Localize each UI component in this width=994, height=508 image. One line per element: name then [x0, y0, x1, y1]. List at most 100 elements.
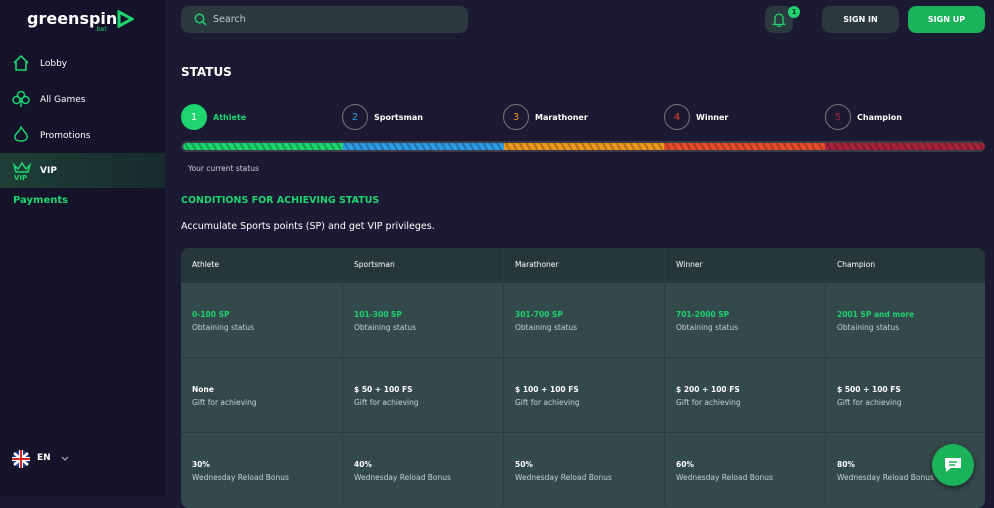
- table-cell: $ 200 + 100 FS Gift for achieving: [664, 357, 825, 432]
- cell-note: Gift for achieving: [515, 398, 580, 407]
- table-cell: 2001 SP and more Obtaining status: [825, 282, 985, 357]
- cell-note: Gift for achieving: [192, 398, 257, 407]
- cell-value: 50%: [515, 460, 533, 469]
- status-step: 1 Athlete: [181, 104, 246, 130]
- nav-payments[interactable]: Payments: [13, 195, 69, 206]
- nav-label: All Games: [40, 94, 86, 105]
- nav-label: Lobby: [40, 58, 68, 69]
- table-cell: $ 500 + 100 FS Gift for achieving: [825, 357, 985, 432]
- cell-note: Wednesday Reload Bonus: [676, 473, 773, 482]
- search-placeholder: Search: [213, 14, 246, 25]
- nav-vip[interactable]: VIP VIP: [0, 153, 165, 188]
- cell-value: 0-100 SP: [192, 310, 230, 319]
- cell-note: Wednesday Reload Bonus: [192, 473, 289, 482]
- nav-lobby[interactable]: Lobby: [0, 46, 165, 81]
- nav-all-games[interactable]: All Games: [0, 82, 165, 117]
- table-cell: $ 100 + 100 FS Gift for achieving: [503, 357, 664, 432]
- conditions-title: CONDITIONS FOR ACHIEVING STATUS: [181, 195, 380, 206]
- status-step: 4 Winner: [664, 104, 728, 130]
- sidebar: greenspin .bet Lobby All Games Promotion…: [0, 0, 165, 496]
- table-header-cell: Marathoner: [503, 248, 664, 282]
- cell-value: 40%: [354, 460, 372, 469]
- cell-value: $ 500 + 100 FS: [837, 385, 901, 394]
- status-step: 3 Marathoner: [503, 104, 588, 130]
- table-cell: 301-700 SP Obtaining status: [503, 282, 664, 357]
- chat-button[interactable]: [932, 444, 974, 486]
- logo-icon: [117, 10, 134, 28]
- flag-icon: [12, 450, 30, 468]
- conditions-text: Accumulate Sports points (SP) and get VI…: [181, 221, 435, 232]
- language[interactable]: EN: [37, 453, 51, 463]
- cell-note: Obtaining status: [837, 323, 900, 332]
- cell-value: 701-2000 SP: [676, 310, 730, 319]
- cell-note: Wednesday Reload Bonus: [354, 473, 451, 482]
- cell-value: 30%: [192, 460, 210, 469]
- cell-note: Obtaining status: [354, 323, 417, 332]
- search-box[interactable]: Search: [181, 6, 468, 33]
- nav-label: VIP: [40, 165, 57, 176]
- chevron: [61, 456, 69, 461]
- cell-value: $ 200 + 100 FS: [676, 385, 740, 394]
- logo-suffix: .bet: [95, 26, 107, 33]
- step-name: Sportsman: [374, 112, 423, 122]
- current-status-label: Your current status: [188, 164, 259, 173]
- cell-value: 2001 SP and more: [837, 310, 915, 319]
- progress-segment: [183, 143, 344, 150]
- cell-note: Wednesday Reload Bonus: [515, 473, 612, 482]
- step-name: Winner: [696, 112, 729, 122]
- step-number: 2: [342, 104, 368, 130]
- svg-text:VIP: VIP: [14, 174, 27, 181]
- table-cell: 101-300 SP Obtaining status: [342, 282, 503, 357]
- step-number: 5: [825, 104, 851, 130]
- table-cell: 80% Wednesday Reload Bonus: [825, 432, 985, 507]
- table-cell: 30% Wednesday Reload Bonus: [181, 432, 342, 507]
- step-number: 1: [181, 104, 207, 130]
- cell-note: Gift for achieving: [676, 398, 741, 407]
- progress-segment: [824, 143, 985, 150]
- cell-value: 301-700 SP: [515, 310, 563, 319]
- sign-in-button[interactable]: SIGN IN: [822, 6, 899, 33]
- step-name: Athlete: [213, 112, 247, 122]
- table-header-cell: Athlete: [181, 248, 342, 282]
- table-cell: $ 50 + 100 FS Gift for achieving: [342, 357, 503, 432]
- cell-value: 101-300 SP: [354, 310, 402, 319]
- cell-value: 80%: [837, 460, 855, 469]
- logo[interactable]: greenspin: [27, 9, 118, 28]
- status-title: STATUS: [181, 65, 232, 79]
- step-number: 4: [664, 104, 690, 130]
- table-header-cell: Champion: [825, 248, 985, 282]
- table-cell: 701-2000 SP Obtaining status: [664, 282, 825, 357]
- sign-up-button[interactable]: SIGN UP: [908, 6, 985, 33]
- search-icon: [194, 13, 207, 26]
- table-cell: 40% Wednesday Reload Bonus: [342, 432, 503, 507]
- notification-badge: 1: [788, 6, 800, 18]
- cell-note: Gift for achieving: [354, 398, 419, 407]
- step-name: Champion: [857, 112, 902, 122]
- step-number: 3: [503, 104, 529, 130]
- cell-value: $ 100 + 100 FS: [515, 385, 579, 394]
- cell-value: 60%: [676, 460, 694, 469]
- nav-promotions[interactable]: Promotions: [0, 118, 165, 153]
- conditions-table: Athlete Sportsman Marathoner Winner Champion…: [181, 248, 985, 508]
- cell-note: Wednesday Reload Bonus: [837, 473, 934, 482]
- table-cell: 60% Wednesday Reload Bonus: [664, 432, 825, 507]
- cell-note: Obtaining status: [192, 323, 255, 332]
- progress-segment: [343, 143, 504, 150]
- cell-note: Obtaining status: [676, 323, 739, 332]
- table-header-cell: Sportsman: [342, 248, 503, 282]
- cell-note: Gift for achieving: [837, 398, 902, 407]
- progress-segment: [664, 143, 825, 150]
- cell-value: None: [192, 385, 214, 394]
- cell-note: Obtaining status: [515, 323, 578, 332]
- status-step: 5 Champion: [825, 104, 902, 130]
- table-cell: None Gift for achieving: [181, 357, 342, 432]
- table-header-cell: Winner: [664, 248, 825, 282]
- chat-icon: [945, 458, 961, 472]
- status-step: 2 Sportsman: [342, 104, 423, 130]
- table-cell: 50% Wednesday Reload Bonus: [503, 432, 664, 507]
- nav-label: Promotions: [40, 130, 91, 141]
- cell-value: $ 50 + 100 FS: [354, 385, 413, 394]
- table-cell: 0-100 SP Obtaining status: [181, 282, 342, 357]
- step-name: Marathoner: [535, 112, 588, 122]
